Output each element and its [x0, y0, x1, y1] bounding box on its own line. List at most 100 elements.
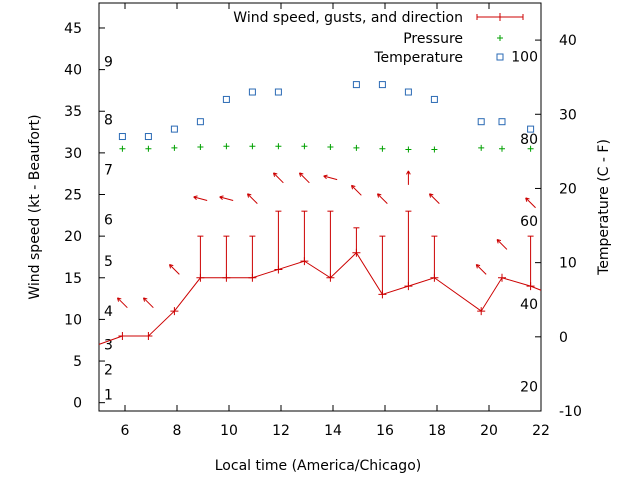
- y-tick-label-right: -10: [559, 404, 582, 420]
- temperature-point: [352, 81, 360, 89]
- temperature-point: [527, 125, 535, 133]
- y-tick-label-left: 45: [64, 21, 82, 37]
- temperature-point: [118, 133, 126, 141]
- y-tick-label-right: 30: [559, 107, 577, 123]
- y-tick-label-right: 0: [559, 330, 568, 346]
- temperature-point: [170, 125, 178, 133]
- wind-direction-arrow: [428, 193, 440, 204]
- pressure-point: [171, 144, 178, 151]
- fahrenheit-label: 60: [520, 214, 538, 230]
- pressure-point: [379, 145, 386, 152]
- temperature-point: [196, 118, 204, 126]
- wind-direction-arrow: [168, 264, 180, 275]
- x-tick-label: 20: [480, 423, 498, 439]
- wind-direction-arrow: [496, 239, 508, 250]
- fahrenheit-label: 100: [511, 49, 538, 65]
- pressure-point: [301, 143, 308, 150]
- beaufort-label: 4: [104, 304, 113, 320]
- y-tick-label-left: 35: [64, 104, 82, 120]
- y-tick-label-left: 15: [64, 271, 82, 287]
- wind-direction-arrow: [246, 193, 258, 204]
- legend-label-temperature: Temperature: [373, 50, 463, 66]
- y-tick-label-left: 40: [64, 63, 82, 79]
- wind-direction-arrow: [219, 195, 234, 201]
- beaufort-label: 6: [104, 212, 113, 228]
- y-tick-label-left: 20: [64, 229, 82, 245]
- beaufort-label: 8: [104, 113, 113, 129]
- temperature-point: [248, 88, 256, 96]
- temperature-point: [144, 133, 152, 141]
- wind-direction-arrow: [475, 264, 487, 275]
- x-tick-label: 8: [173, 423, 182, 439]
- wind-point: [144, 332, 153, 341]
- beaufort-label: 2: [104, 362, 113, 378]
- temperature-point: [378, 81, 386, 89]
- wind-point: [498, 273, 506, 282]
- wind-direction-arrow: [298, 172, 310, 184]
- beaufort-label: 5: [104, 254, 113, 270]
- pressure-point: [431, 146, 438, 153]
- pressure-point: [223, 143, 230, 150]
- pressure-point: [275, 143, 282, 150]
- pressure-point: [327, 144, 334, 151]
- x-axis-label: Local time (America/Chicago): [215, 458, 421, 474]
- pressure-point: [119, 145, 126, 152]
- wind-direction-arrow: [323, 174, 338, 181]
- legend-label-wind: Wind speed, gusts, and direction: [233, 10, 463, 26]
- y-tick-label-left: 0: [73, 396, 82, 412]
- pressure-point: [478, 144, 485, 151]
- pressure-point: [499, 145, 505, 152]
- temperature-point: [222, 95, 230, 103]
- y-tick-label-left: 5: [73, 354, 82, 370]
- wind-direction-arrow: [193, 195, 208, 201]
- x-tick-label: 22: [532, 423, 550, 439]
- x-tick-label: 18: [428, 423, 446, 439]
- wind-direction-arrow: [525, 197, 536, 209]
- x-tick-label: 6: [121, 423, 130, 439]
- fahrenheit-label: 20: [520, 380, 538, 396]
- fahrenheit-label: 40: [520, 297, 538, 313]
- y-tick-label-right: 20: [559, 181, 577, 197]
- wind-direction-arrow: [116, 297, 128, 309]
- pressure-point: [527, 145, 534, 152]
- wind-point: [477, 307, 486, 316]
- x-tick-label: 14: [324, 423, 342, 439]
- x-tick-label: 10: [220, 423, 238, 439]
- wind-point: [118, 332, 127, 341]
- pressure-point: [145, 145, 152, 152]
- wind-direction-arrow: [350, 184, 362, 196]
- y-tick-label-right: 40: [559, 33, 577, 49]
- x-tick-label: 16: [376, 423, 394, 439]
- legend-label-pressure: Pressure: [403, 31, 463, 47]
- temperature-point: [498, 118, 506, 126]
- temperature-point: [477, 118, 485, 126]
- wind-speed-line: [98, 252, 542, 345]
- y-axis-label-right: Temperature (C - F): [596, 139, 612, 276]
- beaufort-label: 7: [104, 163, 113, 179]
- wind-direction-arrow: [272, 172, 284, 184]
- y-tick-label-right: 10: [559, 256, 577, 272]
- x-tick-label: 12: [272, 423, 290, 439]
- beaufort-label: 1: [104, 387, 113, 403]
- legend-key-pressure: [497, 35, 503, 41]
- wind-point: [170, 307, 179, 316]
- temperature-point: [274, 88, 282, 96]
- temperature-point: [404, 88, 412, 96]
- legend-key-temperature: [496, 53, 504, 61]
- legend-key-wind-caps: [476, 13, 524, 21]
- y-tick-label-left: 25: [64, 188, 82, 204]
- pressure-point: [197, 144, 204, 151]
- pressure-point: [249, 143, 256, 150]
- wind-direction-arrow: [406, 170, 411, 185]
- wind-direction-arrow: [376, 193, 388, 204]
- fahrenheit-label: 80: [520, 132, 538, 148]
- y-tick-label-left: 30: [64, 146, 82, 162]
- beaufort-label: 3: [104, 337, 113, 353]
- pressure-point: [405, 146, 412, 153]
- wind-direction-arrow: [142, 297, 154, 309]
- beaufort-label: 9: [104, 54, 113, 70]
- y-axis-label-left: Wind speed (kt - Beaufort): [27, 114, 43, 299]
- y-tick-label-left: 10: [64, 312, 82, 328]
